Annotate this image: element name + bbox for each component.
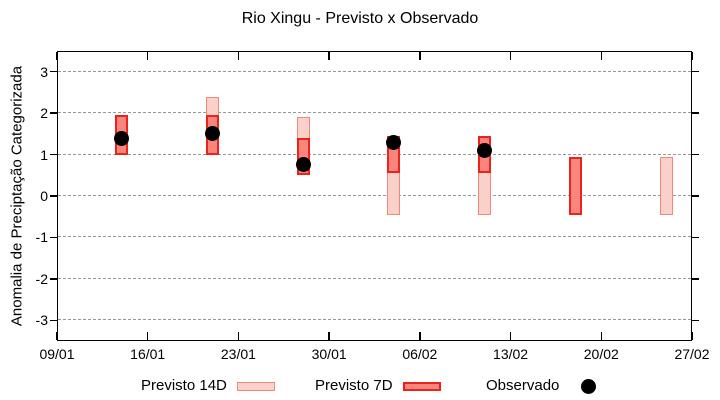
- x-tick-mark-top: [600, 52, 603, 60]
- x-tick-label: 16/01: [130, 346, 166, 362]
- x-tick-mark-bottom: [691, 332, 693, 340]
- y-tick-mark-left: [50, 236, 57, 239]
- x-tick-label: 23/01: [220, 346, 256, 362]
- y-tick-mark-left: [50, 278, 57, 280]
- y-tick-label: -1: [35, 229, 48, 246]
- y-tick-mark-left: [50, 153, 57, 156]
- y-tick-mark-left: [50, 112, 57, 114]
- forecast-7d-bar: [568, 156, 582, 215]
- gridline: [58, 70, 691, 72]
- x-tick-mark-top: [691, 52, 693, 60]
- gridline: [58, 319, 691, 321]
- observed-point: [386, 134, 402, 150]
- gridline: [58, 195, 691, 196]
- x-tick-mark-top: [419, 52, 421, 60]
- y-tick-label: 3: [40, 63, 48, 80]
- x-tick-mark-top: [56, 52, 58, 60]
- legend-label-previsto-14d: Previsto 14D: [141, 377, 227, 394]
- x-tick-mark-bottom: [56, 332, 58, 340]
- legend-label-previsto-7d: Previsto 7D: [315, 377, 393, 394]
- gridline: [58, 112, 691, 114]
- observed-point: [477, 142, 493, 158]
- chart-title: Rio Xingu - Previsto x Observado: [241, 10, 479, 27]
- y-tick-mark-right: [692, 236, 699, 239]
- plot-area: [57, 51, 692, 341]
- observed-point: [295, 157, 311, 173]
- x-tick-label: 06/02: [402, 346, 438, 362]
- x-tick-label: 20/02: [583, 346, 619, 362]
- legend-item-previsto-14d: Previsto 14D: [141, 377, 275, 395]
- x-tick-mark-bottom: [600, 332, 603, 340]
- y-tick-mark-right: [692, 319, 699, 322]
- x-tick-mark-top: [509, 52, 512, 60]
- legend-swatch-previsto-7d: [402, 381, 441, 391]
- gridline: [58, 153, 691, 155]
- y-tick-label: -3: [35, 312, 48, 329]
- y-tick-label: 0: [40, 188, 48, 204]
- legend-item-previsto-7d: Previsto 7D: [315, 377, 441, 395]
- legend-label-observado: Observado: [486, 377, 560, 394]
- legend-observed-dot-icon: [581, 378, 597, 394]
- x-tick-mark-top: [146, 52, 149, 60]
- y-tick-label: 1: [40, 146, 48, 163]
- y-tick-mark-right: [692, 278, 699, 280]
- legend-swatch-previsto-14d: [236, 381, 275, 391]
- x-tick-label: 27/02: [674, 346, 710, 362]
- y-tick-mark-right: [692, 70, 699, 73]
- y-tick-label: 2: [40, 105, 48, 122]
- y-tick-mark-left: [50, 70, 57, 73]
- x-tick-label: 13/02: [493, 346, 529, 362]
- legend-item-observado: Observado: [486, 377, 597, 395]
- gridline: [58, 277, 691, 279]
- y-tick-label: -2: [35, 270, 48, 287]
- y-tick-mark-right: [692, 112, 699, 114]
- x-tick-mark-bottom: [237, 332, 240, 340]
- y-tick-mark-right: [692, 153, 699, 156]
- observed-point: [205, 126, 220, 142]
- y-tick-mark-left: [50, 319, 57, 322]
- x-tick-mark-top: [237, 52, 240, 60]
- gridline: [58, 236, 691, 238]
- observed-point: [114, 130, 130, 146]
- y-tick-mark-left: [50, 195, 57, 197]
- forecast-14d-bar: [659, 156, 673, 215]
- x-tick-label: 09/01: [39, 346, 75, 362]
- y-tick-mark-right: [692, 195, 699, 197]
- x-tick-mark-bottom: [146, 332, 149, 340]
- x-tick-label: 30/01: [311, 346, 347, 362]
- x-tick-mark-top: [328, 52, 330, 60]
- x-tick-mark-bottom: [419, 332, 421, 340]
- x-tick-mark-bottom: [328, 332, 330, 340]
- x-tick-mark-bottom: [509, 332, 512, 340]
